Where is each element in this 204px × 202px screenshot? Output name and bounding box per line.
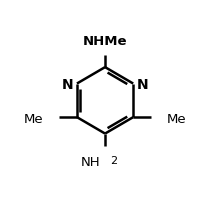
Text: 2: 2 <box>109 155 116 165</box>
Text: Me: Me <box>166 113 185 126</box>
Text: N: N <box>136 77 148 91</box>
Text: NHMe: NHMe <box>82 35 127 48</box>
Text: Me: Me <box>24 113 43 126</box>
Text: N: N <box>61 77 73 91</box>
Text: NH: NH <box>80 156 100 169</box>
